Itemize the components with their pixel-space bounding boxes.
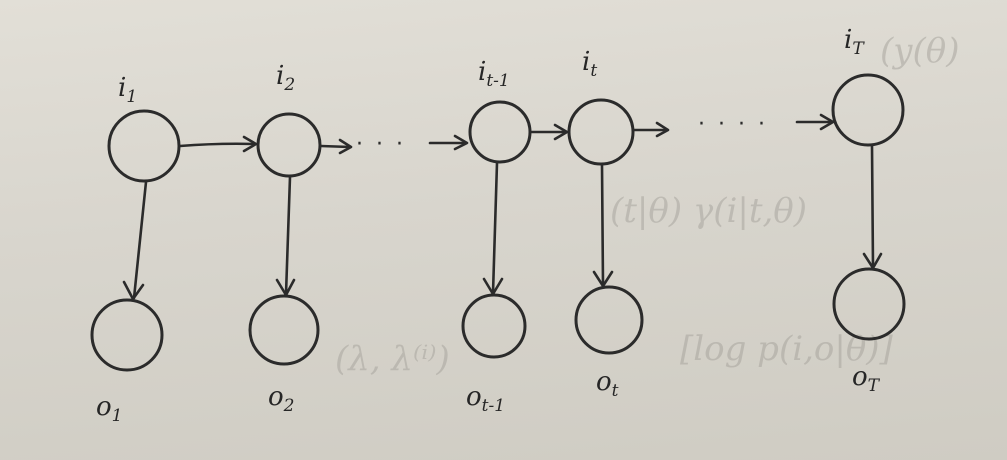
label-o-t: ot bbox=[596, 367, 619, 401]
hidden-state-node-2 bbox=[256, 112, 322, 178]
transition-edge-t-dots bbox=[632, 121, 670, 138]
emission-edge-t-1 bbox=[482, 161, 504, 296]
hidden-state-node-t bbox=[567, 98, 635, 166]
label-i-2: i2 bbox=[276, 61, 295, 95]
label-i-t-1: it-1 bbox=[478, 57, 510, 91]
transition-edge-dots-T bbox=[795, 113, 835, 131]
emission-edge-1 bbox=[122, 180, 148, 301]
transition-edge-t-1-t bbox=[529, 123, 569, 141]
hidden-state-node-t-1 bbox=[468, 100, 532, 164]
label-i-1: i1 bbox=[118, 73, 137, 107]
ellipsis-2: · · · · bbox=[698, 112, 768, 137]
ellipsis-1: · · · bbox=[356, 132, 406, 157]
hidden-state-node-1 bbox=[107, 109, 181, 183]
observation-node-2 bbox=[248, 294, 320, 366]
transition-edge-1-2 bbox=[178, 135, 258, 153]
label-o-1: o1 bbox=[96, 392, 122, 426]
observation-node-t-1 bbox=[461, 293, 527, 359]
observation-node-1 bbox=[90, 298, 164, 372]
bleed-through-text-1: (y(θ) bbox=[880, 31, 959, 71]
transition-edge-dots-t-1 bbox=[428, 134, 469, 151]
observation-node-t bbox=[574, 285, 644, 355]
bleed-through-text-2: (t|θ) γ(i|t,θ) bbox=[610, 191, 807, 231]
label-o-t-1: ot-1 bbox=[466, 382, 505, 416]
label-o-2: o2 bbox=[268, 382, 294, 416]
observation-node-T bbox=[832, 267, 906, 341]
emission-edge-2 bbox=[275, 175, 296, 297]
bleed-through-text-3: [log p(i,o|θ)] bbox=[680, 329, 894, 369]
transition-edge-2-dots bbox=[319, 138, 353, 155]
emission-edge-T bbox=[862, 144, 883, 270]
hidden-state-node-T bbox=[831, 73, 905, 147]
label-i-t: it bbox=[582, 47, 597, 81]
label-i-T: iT bbox=[844, 25, 865, 59]
label-o-T: oT bbox=[852, 362, 881, 396]
emission-edge-t bbox=[592, 163, 614, 288]
bleed-through-text-4: (λ, λ⁽ⁱ⁾) bbox=[335, 339, 450, 379]
